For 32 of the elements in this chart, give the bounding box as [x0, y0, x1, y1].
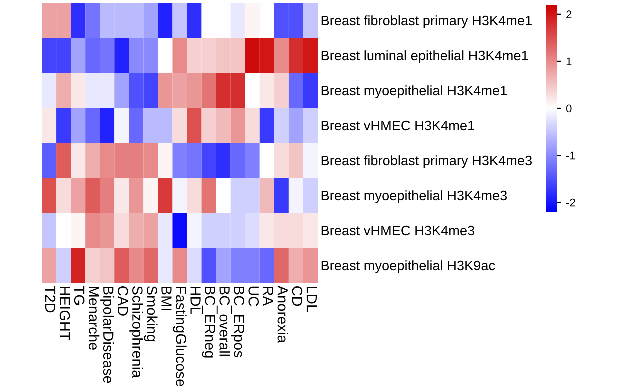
x-tick-label: BMI [162, 286, 172, 310]
x-tick-label: TG [74, 286, 85, 305]
x-tick-label: FastingGlucose [173, 286, 187, 386]
y-tick-label: Breast myoepithelial H3K9ac [322, 260, 496, 274]
color-bar-label: 2 [566, 10, 572, 18]
x-tick-label: CAD [118, 286, 128, 316]
x-tick-label: Smoking [144, 286, 158, 342]
y-tick-label: Breast vHMEC H3K4me3 [322, 226, 474, 236]
x-tick-label: Menarche [88, 286, 100, 350]
x-tick-label: Anorexia [278, 286, 288, 344]
x-tick-label: CD [292, 286, 303, 306]
x-tick-label: BipolarDisease [100, 286, 114, 384]
x-tick-label: T2D [45, 286, 56, 313]
y-tick-label: Breast luminal epithelial H3K4me1 [322, 50, 528, 64]
color-bar-label: 0 [566, 104, 572, 113]
color-bar-label: 1 [566, 58, 572, 66]
x-tick-label: HDL [190, 286, 201, 314]
x-tick-label: BC_ERneg [202, 286, 216, 358]
x-tick-label: UC [248, 286, 260, 306]
color-bar-label: -2 [566, 198, 576, 207]
y-tick-label: Breast vHMEC H3K4me1 [322, 120, 474, 131]
y-tick-label: Breast fibroblast primary H3K4me1 [322, 16, 532, 28]
x-tick-label: BC_ERpos [231, 286, 245, 358]
y-tick-label: Breast myoepithelial H3K4me1 [322, 86, 507, 98]
color-bar-label: -1 [566, 152, 576, 160]
y-tick-label: Breast fibroblast primary H3K4me3 [322, 156, 532, 168]
x-tick-label: LDL [306, 286, 317, 312]
x-tick-label: BC_overall [216, 286, 230, 356]
x-tick-label: Schizophrenia [130, 286, 144, 378]
y-tick-label: Breast myoepithelial H3K4me3 [322, 190, 508, 204]
x-tick-label: RA [263, 286, 274, 306]
x-tick-label: HEIGHT [60, 286, 70, 341]
